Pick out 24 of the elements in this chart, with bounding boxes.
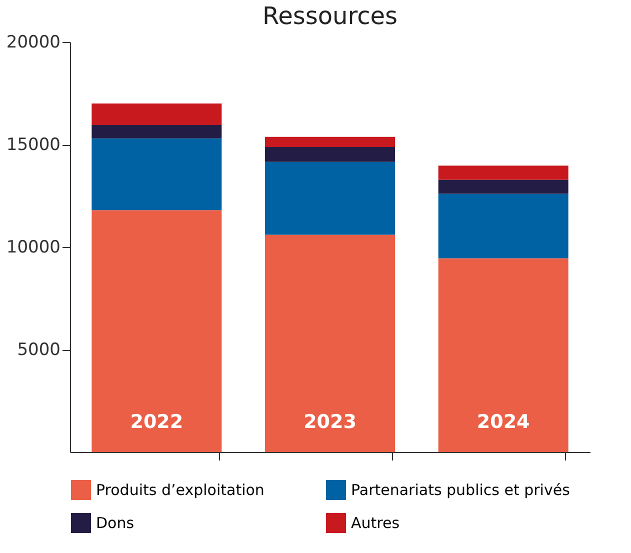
x-tick-label: 2022 xyxy=(130,411,184,433)
bar xyxy=(438,258,568,452)
bar xyxy=(265,136,395,147)
y-tick-label: 10000 xyxy=(6,238,60,258)
bar xyxy=(92,210,222,452)
bar xyxy=(265,146,395,162)
bar xyxy=(438,166,568,180)
legend-label: Partenariats publics et privés xyxy=(351,481,570,499)
bar xyxy=(438,180,568,194)
bar xyxy=(92,104,222,126)
y-tick-label: 5000 xyxy=(17,340,60,360)
x-tick-label: 2023 xyxy=(304,411,356,433)
legend-label: Produits d’exploitation xyxy=(96,481,264,499)
bar xyxy=(438,194,568,258)
bar xyxy=(265,162,395,235)
legend-label: Dons xyxy=(96,514,134,532)
x-tick-label: 2024 xyxy=(476,411,530,433)
legend-label: Autres xyxy=(351,514,400,532)
y-tick-label: 20000 xyxy=(6,32,60,52)
bar xyxy=(92,138,222,210)
bar xyxy=(265,234,395,452)
bar xyxy=(92,125,222,138)
y-tick-label: 15000 xyxy=(6,135,60,155)
chart-title: Ressources xyxy=(262,2,398,30)
